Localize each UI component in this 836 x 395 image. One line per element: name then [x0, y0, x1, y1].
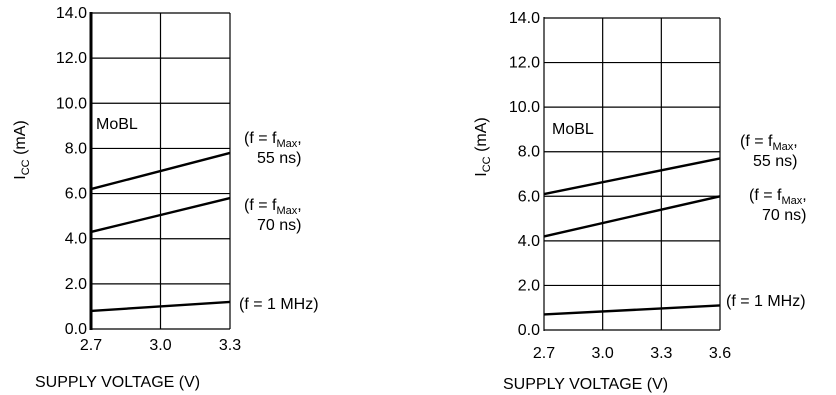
series-labels-left: (f = fMax, 55 ns)(f = fMax, 70 ns)(f = 1 M… — [239, 130, 319, 313]
series-label-2: (f = fMax, 70 ns) — [749, 187, 807, 224]
series-label-part: (f = f — [740, 133, 773, 150]
y-tick-label: 12.0 — [509, 55, 540, 72]
x-tick-label: 3.6 — [709, 345, 731, 362]
annotation-mobl-right: MoBL — [552, 121, 594, 138]
y-axis-label-unit: (mA) — [473, 117, 490, 156]
series-lines-left — [90, 151, 231, 313]
series-label-part: (f = 1 MHz) — [239, 296, 319, 313]
y-axis-label-main: I — [12, 175, 29, 179]
series-label-3: (f = 1 MHz) — [239, 296, 319, 313]
series-label-part: 55 ns) — [257, 150, 301, 167]
y-tick-label: 4.0 — [65, 231, 87, 248]
y-tick-label: 2.0 — [65, 276, 87, 293]
chart-right: 0.0 2.0 4.0 6.0 8.0 10.0 12.0 14.0 2.7 3.0 3.3 3.6… — [473, 10, 807, 393]
y-tick-label: 12.0 — [56, 50, 87, 67]
y-tick-label: 14.0 — [56, 5, 87, 22]
x-tick-label: 2.7 — [533, 345, 555, 362]
series-lines-right — [543, 157, 721, 316]
series-label-1: (f = fMax, 55 ns) — [740, 133, 798, 170]
chart-left: 0.0 2.0 4.0 6.0 8.0 10.0 12.0 14.0 2.7 3.0 3.3 (f… — [12, 5, 319, 391]
x-tick-label: 3.3 — [219, 337, 241, 354]
series-line-3 — [543, 304, 721, 316]
x-tick-label: 3.3 — [650, 345, 672, 362]
series-label-part: Max — [276, 138, 297, 150]
x-tick-label: 3.0 — [592, 345, 614, 362]
x-tick-labels-right: 2.7 3.0 3.3 3.6 — [533, 345, 731, 362]
y-tick-label: 6.0 — [518, 188, 540, 205]
y-tick-label: 14.0 — [509, 10, 540, 27]
series-label-part: Max — [781, 195, 802, 207]
series-label-part: 55 ns) — [753, 153, 797, 170]
y-tick-label: 6.0 — [65, 186, 87, 203]
series-label-part: , — [802, 187, 806, 204]
series-label-2: (f = fMax, 70 ns) — [244, 197, 302, 234]
series-label-part: (f = f — [749, 187, 782, 204]
y-axis-label-right: ICC (mA) — [473, 117, 493, 176]
x-tick-labels-left: 2.7 3.0 3.3 — [80, 337, 241, 354]
series-label-part: , — [297, 130, 301, 147]
y-tick-label: 4.0 — [518, 233, 540, 250]
series-line-3 — [90, 300, 231, 313]
y-axis-label-sub: CC — [20, 159, 32, 175]
series-label-part: 70 ns) — [257, 217, 301, 234]
series-label-part: 70 ns) — [762, 207, 806, 224]
series-label-part: Max — [772, 141, 793, 153]
y-tick-label: 8.0 — [65, 140, 87, 157]
y-tick-label: 0.0 — [518, 322, 540, 339]
series-line-2 — [90, 196, 231, 234]
y-tick-labels-right: 0.0 2.0 4.0 6.0 8.0 10.0 12.0 14.0 — [509, 10, 540, 339]
series-label-part: Max — [276, 205, 297, 217]
series-label-1: (f = fMax, 55 ns) — [244, 130, 302, 167]
series-label-part: (f = f — [244, 130, 277, 147]
y-tick-label: 10.0 — [56, 95, 87, 112]
y-axis-label-left: ICC (mA) — [12, 120, 32, 179]
y-tick-label: 10.0 — [509, 99, 540, 116]
x-axis-label-right: SUPPLY VOLTAGE (V) — [503, 376, 668, 393]
series-labels-right: (f = fMax, 55 ns)(f = fMax, 70 ns)(f = 1 M… — [726, 133, 807, 310]
y-tick-label: 8.0 — [518, 144, 540, 161]
y-axis-label-sub: CC — [481, 156, 493, 172]
x-tick-label: 2.7 — [80, 337, 102, 354]
series-label-part: (f = 1 MHz) — [726, 293, 806, 310]
series-label-part: , — [297, 197, 301, 214]
y-axis-label-unit: (mA) — [12, 120, 29, 159]
x-tick-label: 3.0 — [149, 337, 171, 354]
grid-right — [544, 17, 721, 331]
y-tick-label: 2.0 — [518, 277, 540, 294]
x-axis-label-left: SUPPLY VOLTAGE (V) — [35, 374, 200, 391]
series-label-part: (f = f — [244, 197, 277, 214]
series-label-part: , — [793, 133, 797, 150]
series-line-1 — [543, 157, 721, 196]
series-line-1 — [90, 151, 231, 191]
series-label-3: (f = 1 MHz) — [726, 293, 806, 310]
y-tick-labels-left: 0.0 2.0 4.0 6.0 8.0 10.0 12.0 14.0 — [56, 5, 87, 338]
series-line-2 — [543, 195, 721, 238]
annotation-mobl-left: MoBL — [96, 116, 138, 133]
y-tick-label: 0.0 — [65, 321, 87, 338]
y-axis-label-main: I — [473, 172, 490, 176]
